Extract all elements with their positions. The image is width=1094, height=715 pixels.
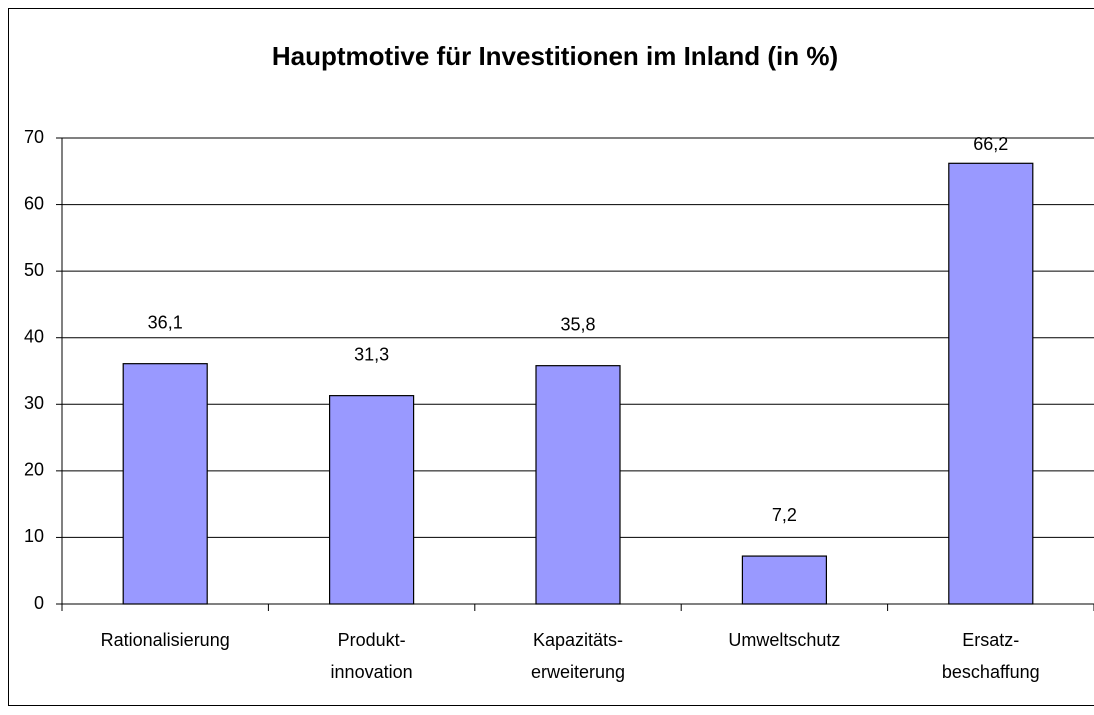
x-tick-label: Umweltschutz	[728, 630, 841, 650]
bar	[122, 363, 208, 605]
y-tick-label: 50	[24, 260, 44, 280]
y-tick-label: 60	[24, 193, 44, 213]
bar	[948, 162, 1034, 605]
y-tick-label: 10	[24, 526, 44, 546]
y-tick-label: 40	[24, 326, 44, 346]
data-label: 66,2	[973, 134, 1008, 154]
bar	[535, 365, 621, 605]
y-tick-label: 70	[24, 127, 44, 147]
x-tick-label: Rationalisierung	[100, 630, 230, 650]
x-tick-label: Produkt- innovation	[330, 630, 413, 682]
y-tick-label: 30	[24, 393, 44, 413]
data-label: 31,3	[354, 344, 389, 364]
bar	[741, 555, 828, 605]
data-label: 36,1	[148, 312, 183, 332]
x-tick-label: Ersatz- beschaffung	[941, 630, 1040, 682]
x-tick-label: Kapazitäts- erweiterung	[530, 630, 626, 682]
data-label: 7,2	[772, 505, 797, 525]
y-tick-label: 0	[34, 593, 44, 613]
bar	[329, 395, 415, 605]
y-tick-label: 20	[24, 460, 44, 480]
chart-title: Hauptmotive für Investitionen im Inland …	[272, 41, 838, 71]
data-label: 35,8	[560, 314, 595, 334]
